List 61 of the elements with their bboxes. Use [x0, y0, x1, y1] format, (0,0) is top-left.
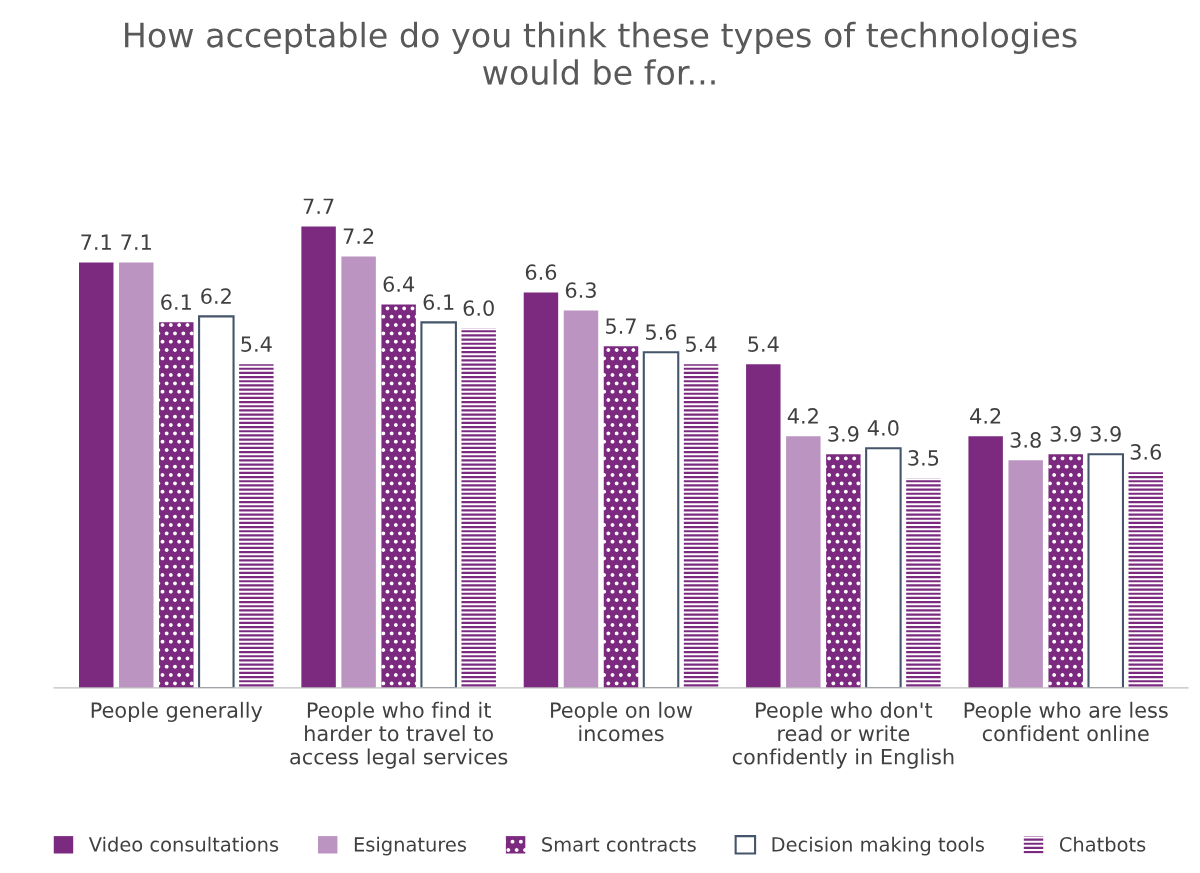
- bar: [786, 436, 821, 688]
- data-label: 4.2: [787, 408, 818, 424]
- bar: [746, 364, 781, 688]
- bar: [198, 315, 235, 688]
- legend-label: Smart contracts: [542, 837, 696, 852]
- x-tick-label: People generally: [91, 701, 263, 722]
- x-tick-label: People who are less confident online: [964, 701, 1168, 742]
- bar: [906, 478, 941, 688]
- bar: [159, 322, 194, 688]
- x-tick-label: People on low incomes: [551, 701, 693, 742]
- data-label: 3.8: [1010, 432, 1041, 448]
- data-label: 7.1: [81, 234, 111, 250]
- data-label: 5.4: [686, 336, 717, 352]
- bar: [642, 351, 680, 688]
- x-tick-label: People who find it harder to travel to access legal services: [290, 701, 508, 769]
- bar: [381, 304, 416, 688]
- data-label: 3.9: [828, 426, 859, 442]
- bar: [1128, 472, 1163, 688]
- bar: [603, 346, 639, 688]
- data-label: 5.7: [606, 318, 636, 334]
- bar: [239, 364, 274, 688]
- bar: [1048, 454, 1083, 688]
- data-label: 6.1: [161, 294, 191, 310]
- data-label: 7.1: [121, 234, 151, 250]
- bar: [826, 454, 861, 688]
- bar: [1087, 453, 1124, 688]
- data-label: 3.9: [1090, 426, 1121, 442]
- legend-label: Chatbots: [1059, 836, 1146, 852]
- chart-title: How acceptable do you think these types of technologies would be for...: [125, 21, 1077, 85]
- data-label: 5.4: [241, 336, 272, 352]
- bar: [341, 256, 376, 688]
- data-label: 3.6: [1130, 444, 1162, 460]
- bar: [865, 447, 902, 688]
- bar: [563, 310, 599, 688]
- data-label: 6.3: [565, 282, 596, 299]
- bar: [301, 226, 336, 688]
- data-label: 3.9: [1050, 426, 1081, 442]
- bar: [968, 436, 1003, 688]
- data-label: 5.4: [748, 336, 779, 352]
- data-label: 4.2: [970, 408, 1001, 424]
- data-label: 6.1: [423, 294, 454, 310]
- data-label: 7.7: [303, 198, 334, 214]
- bar: [79, 262, 114, 688]
- bar: [119, 262, 154, 688]
- data-label: 4.0: [867, 420, 899, 436]
- data-label: 6.6: [525, 264, 557, 281]
- legend-label: Video consultations: [88, 836, 279, 852]
- data-label: 6.0: [463, 300, 494, 316]
- legend-label: Decision making tools: [772, 836, 984, 856]
- bar: [523, 292, 559, 688]
- bar: [683, 364, 719, 688]
- x-tick-label: People who don't read or write confidently in English: [732, 701, 954, 769]
- bar: [1008, 460, 1043, 688]
- data-label: 6.2: [201, 288, 231, 304]
- bar: [461, 328, 496, 688]
- bar: [420, 321, 457, 688]
- data-label: 6.4: [383, 276, 415, 293]
- legend-label: Esignatures: [354, 836, 467, 856]
- data-label: 3.5: [908, 450, 939, 466]
- data-label: 7.2: [343, 228, 374, 244]
- data-label: 5.6: [646, 324, 677, 340]
